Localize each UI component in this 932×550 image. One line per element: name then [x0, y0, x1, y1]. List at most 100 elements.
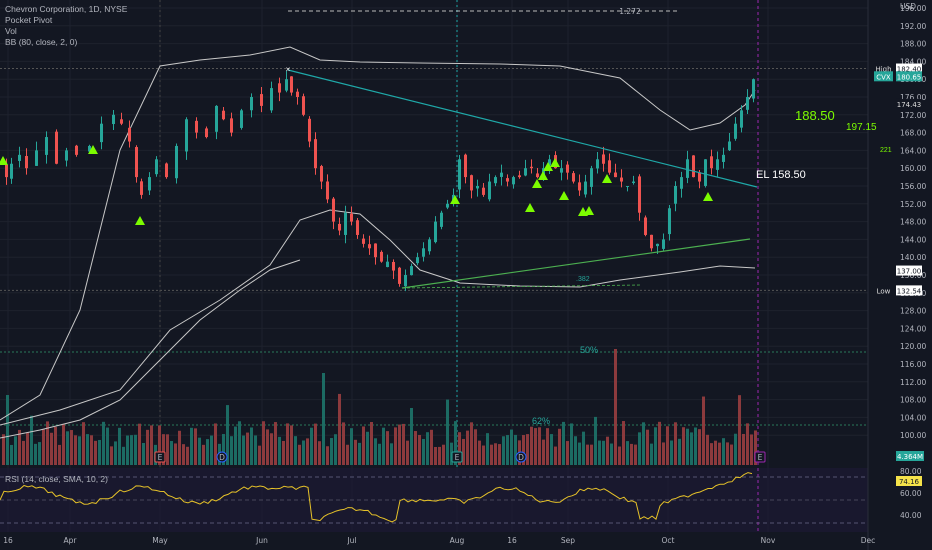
- price-tick-label: 116.00: [900, 360, 926, 369]
- volume-bar: [326, 446, 329, 465]
- volume-bar: [62, 424, 65, 465]
- fib-top-label: 1.272: [619, 7, 641, 16]
- volume-bar: [566, 441, 569, 465]
- volume-bar: [38, 442, 41, 465]
- rsi-tick-label: 40.00: [900, 511, 922, 520]
- volume-bar: [222, 434, 225, 465]
- volume-bar: [438, 446, 441, 465]
- volume-bar: [250, 427, 253, 465]
- volume-bar: [194, 428, 197, 465]
- price-tick-label: 156.00: [900, 182, 926, 191]
- rsi-line: [0, 472, 753, 523]
- candle-body: [626, 186, 629, 187]
- volume-bar: [158, 425, 161, 465]
- time-tick-label: Oct: [662, 536, 675, 545]
- candle-body: [440, 212, 443, 227]
- bb-tag-text: 174.43: [897, 101, 922, 109]
- candle-body: [434, 221, 437, 243]
- candle-body: [120, 119, 123, 124]
- candle-body: [500, 172, 503, 177]
- volume-bar: [466, 430, 469, 465]
- candle-body: [326, 181, 329, 200]
- candle-body: [716, 159, 719, 170]
- candle-body: [416, 257, 419, 264]
- volume-bar: [514, 434, 517, 465]
- volume-bar: [630, 443, 633, 465]
- volume-bar: [442, 444, 445, 465]
- candle-body: [55, 131, 58, 164]
- pocket-pivot-icon: [0, 156, 8, 165]
- high-marker: ×: [286, 65, 291, 74]
- volume-bar: [454, 421, 457, 465]
- price-tick-label: 160.00: [900, 164, 926, 173]
- candle-body: [506, 178, 509, 182]
- volume-bar: [14, 436, 17, 465]
- volume-bar: [26, 432, 29, 465]
- bb-lower-tag-text: 137.00: [897, 268, 922, 276]
- volume-bar: [698, 429, 701, 465]
- bb-lower: [0, 209, 756, 426]
- volume-bar: [726, 442, 729, 465]
- volume-bar: [538, 427, 541, 465]
- volume-bar: [358, 442, 361, 465]
- candle-body: [650, 234, 653, 249]
- volume-bar: [130, 435, 133, 465]
- volume-bar: [238, 421, 241, 465]
- volume-bar: [70, 430, 73, 465]
- volume-bar: [178, 430, 181, 465]
- volume-bar: [102, 421, 105, 465]
- volume-bar: [678, 438, 681, 465]
- volume-bar: [206, 439, 209, 465]
- event-marker-label: E: [158, 453, 163, 462]
- candle-body: [285, 79, 288, 91]
- candle-body: [596, 159, 599, 169]
- indicator-bb[interactable]: BB (80, close, 2, 0): [5, 37, 78, 47]
- volume-bar: [94, 440, 97, 465]
- volume-bar: [50, 432, 53, 465]
- volume-bar: [314, 423, 317, 465]
- candle-body: [240, 110, 243, 128]
- candle-body: [88, 145, 91, 152]
- candle-body: [222, 110, 225, 120]
- candle-body: [704, 159, 707, 186]
- volume-bar: [706, 434, 709, 465]
- volume-bar: [526, 434, 529, 465]
- candle-body: [302, 96, 305, 115]
- pocket-pivot-icon: [550, 158, 560, 167]
- volume-bar: [710, 443, 713, 465]
- volume-bar: [10, 444, 13, 465]
- time-tick-label: Aug: [450, 536, 465, 545]
- volume-bar: [278, 436, 281, 465]
- volume-bar: [626, 441, 629, 465]
- candle-body: [686, 159, 689, 178]
- candle-body: [308, 118, 311, 142]
- candle-body: [260, 94, 263, 106]
- volume-bar: [98, 439, 101, 465]
- candle-body: [296, 91, 299, 97]
- volume-bar: [398, 424, 401, 465]
- candle-body: [404, 275, 407, 287]
- rsi-title[interactable]: RSI (14, close, SMA, 10, 2): [5, 474, 108, 484]
- candle-body: [746, 97, 749, 110]
- rsi-value-tag: 74.16: [896, 476, 922, 486]
- volume-bar: [714, 440, 717, 465]
- volume-bar: [118, 427, 121, 465]
- indicator-vol[interactable]: Vol: [5, 26, 17, 36]
- pocket-pivot-icon: [584, 206, 594, 215]
- volume-bar: [302, 440, 305, 465]
- volume-bar: [390, 443, 393, 465]
- volume-bar: [254, 435, 257, 465]
- volume-bar: [34, 443, 37, 465]
- volume-bar: [74, 435, 77, 465]
- indicator-pocket-pivot[interactable]: Pocket Pivot: [5, 15, 53, 25]
- candle-body: [410, 266, 413, 276]
- candle-body: [320, 166, 323, 182]
- volume-bar: [406, 440, 409, 465]
- rsi-value-tag-bg: [896, 476, 922, 486]
- low-tag-text: Low: [877, 287, 891, 295]
- volume-bar: [754, 430, 757, 465]
- volume-bar: [54, 426, 57, 465]
- candle-body: [674, 186, 677, 204]
- candle-body: [446, 203, 449, 208]
